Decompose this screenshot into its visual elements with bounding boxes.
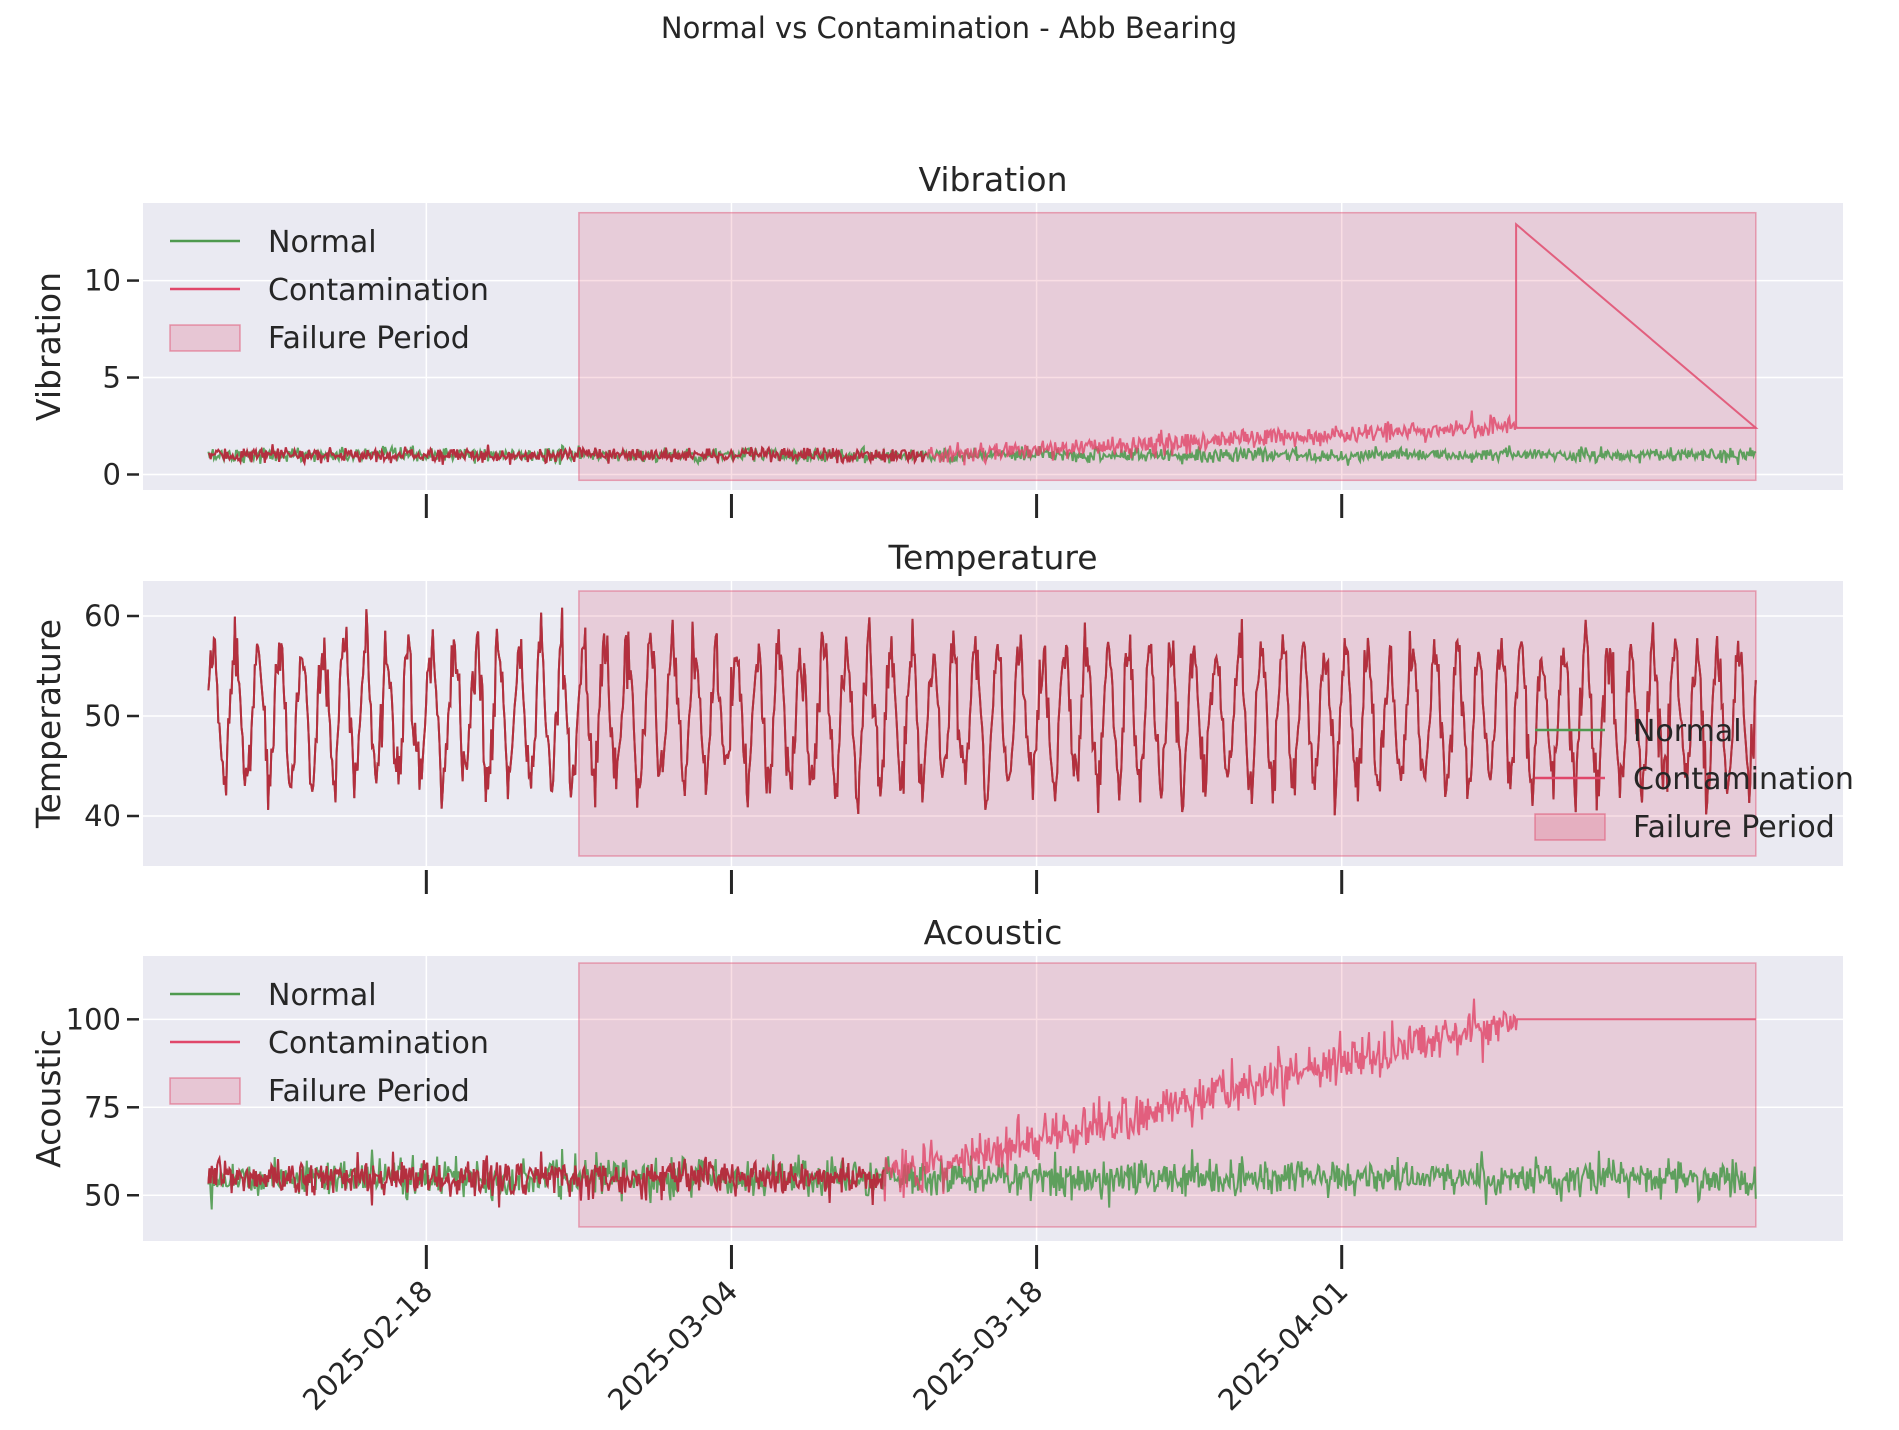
y-tick-label: 10 — [84, 264, 121, 298]
subplot-vibration: 0 5 10 Vibration Vibration Normal Contamin… — [29, 160, 1843, 518]
series-overlap-line — [207, 607, 1757, 816]
legend-contamination-label: Contamination — [268, 1026, 489, 1061]
legend-failure-period-swatch — [169, 324, 241, 352]
y-tick-label: 60 — [84, 599, 121, 633]
y-tick-label: 50 — [84, 1178, 121, 1212]
x-ticks-acoustic: 2025-02-18 2025-03-04 2025-03-18 2025-04-01 — [296, 1245, 1355, 1417]
y-tick-label: 5 — [103, 361, 121, 395]
legend-normal-label: Normal — [268, 225, 377, 260]
x-ticks-vibration — [424, 494, 1344, 518]
x-tick-label: 2025-02-18 — [296, 1274, 439, 1417]
legend-failure-period-swatch — [1534, 813, 1606, 841]
legend-acoustic: Normal Contamination Failure Period — [169, 978, 489, 1109]
legend-failure-period-label: Failure Period — [268, 1074, 470, 1109]
series-line-normal — [207, 1148, 1757, 1210]
x-tick-label: 2025-04-01 — [1211, 1274, 1354, 1417]
y-tick-label: 50 — [84, 699, 121, 733]
legend-temperature: Normal Contamination Failure Period — [1534, 714, 1854, 845]
legend-failure-period-swatch — [169, 1077, 241, 1105]
legend-failure-period-label: Failure Period — [1633, 810, 1835, 845]
series-lines-vibration — [207, 222, 1759, 467]
subplot-title-acoustic: Acoustic — [924, 913, 1063, 952]
series-overlap-line — [207, 1151, 885, 1208]
y-tick-label: 40 — [84, 799, 121, 833]
y-tick-label: 100 — [66, 1002, 121, 1036]
legend-vibration: Normal Contamination Failure Period — [169, 225, 489, 356]
subplot-temperature: 40 50 60 Temperature Temperature Normal Co… — [29, 538, 1854, 894]
x-tick-label: 2025-03-04 — [601, 1274, 744, 1417]
failure-period-vibration — [578, 211, 1757, 482]
series-lines-temperature — [207, 607, 1757, 816]
legend-contamination-label: Contamination — [1633, 762, 1854, 797]
y-ticks-acoustic: 50 75 100 — [66, 1002, 139, 1212]
legend-contamination-label: Contamination — [268, 273, 489, 308]
legend-failure-period-label: Failure Period — [268, 321, 470, 356]
x-ticks-temperature — [424, 870, 1344, 894]
y-axis-label-vibration: Vibration — [29, 272, 68, 421]
grid-vibration — [143, 203, 1843, 490]
y-axis-label-acoustic: Acoustic — [29, 1029, 68, 1168]
x-tick-label: 2025-03-18 — [906, 1274, 1049, 1417]
figure-suptitle: Normal vs Contamination - Abb Bearing — [661, 11, 1237, 45]
legend-normal-label: Normal — [1633, 714, 1742, 749]
series-overlap-line — [208, 444, 928, 467]
legend-normal-label: Normal — [268, 978, 377, 1013]
y-tick-label: 0 — [103, 457, 121, 491]
y-ticks-vibration: 0 5 10 — [84, 264, 139, 491]
series-lines-acoustic — [207, 998, 1757, 1210]
y-tick-label: 75 — [84, 1090, 121, 1124]
y-axis-label-temperature: Temperature — [29, 619, 68, 829]
subplot-title-temperature: Temperature — [887, 538, 1097, 577]
subplot-title-vibration: Vibration — [919, 160, 1068, 199]
y-ticks-temperature: 40 50 60 — [84, 599, 139, 833]
